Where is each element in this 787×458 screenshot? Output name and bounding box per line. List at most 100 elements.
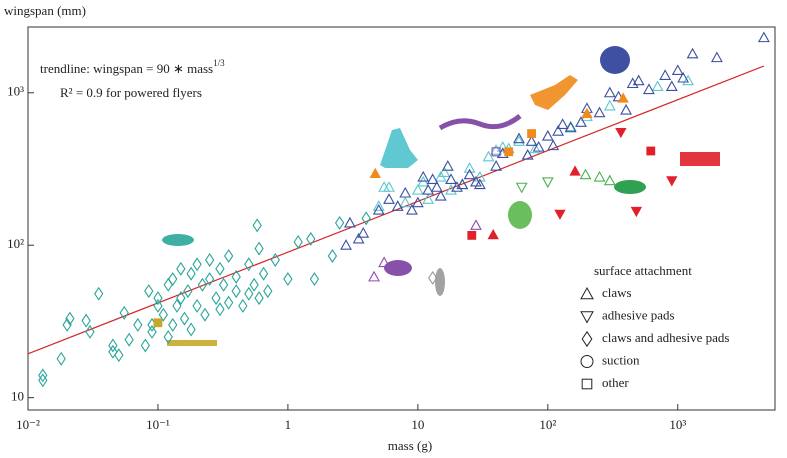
point [643, 83, 655, 95]
point [438, 166, 451, 178]
point [176, 291, 186, 306]
point [368, 270, 380, 282]
point [547, 139, 560, 151]
point [383, 193, 395, 204]
point [593, 170, 606, 182]
point [192, 257, 202, 272]
point [434, 189, 447, 201]
legend-marker [580, 286, 594, 300]
point [205, 272, 215, 287]
point [186, 266, 196, 281]
point [554, 209, 566, 220]
legend-label: claws [602, 285, 632, 300]
point [521, 148, 534, 160]
point [463, 162, 476, 173]
legend-title: surface attachment [594, 263, 692, 278]
point [426, 173, 439, 185]
point [603, 174, 616, 186]
point [666, 176, 678, 187]
point [215, 302, 225, 317]
point [254, 291, 264, 306]
point [391, 200, 404, 211]
point [192, 298, 202, 313]
point [205, 252, 215, 267]
point [603, 99, 616, 111]
point [525, 135, 538, 146]
point [140, 338, 151, 353]
x-tick-label: 1 [285, 417, 292, 432]
trendline-exponent: 1/3 [213, 58, 225, 68]
point [496, 140, 509, 152]
point [249, 277, 259, 292]
point [263, 284, 273, 299]
legend-marker [581, 330, 593, 348]
plot-frame [27, 26, 776, 411]
point [411, 196, 424, 208]
point [81, 313, 91, 328]
point [399, 186, 412, 198]
point [532, 140, 545, 152]
point [85, 324, 95, 339]
point [293, 234, 303, 249]
point [451, 181, 463, 192]
point [62, 317, 72, 332]
point [231, 269, 241, 284]
point [569, 165, 581, 176]
point [200, 307, 210, 322]
x-axis-label: mass (g) [388, 438, 432, 453]
r2-label: R² = 0.9 for powered flyers [60, 85, 202, 100]
point [686, 47, 699, 59]
point [361, 211, 371, 226]
point [238, 298, 248, 313]
point [677, 71, 690, 83]
point [144, 284, 154, 299]
point [244, 257, 254, 272]
point [94, 286, 104, 301]
point [428, 270, 438, 285]
y-tick-label: 10³ [7, 84, 24, 99]
point [270, 252, 280, 267]
point [581, 107, 593, 118]
point [327, 248, 338, 263]
point [163, 330, 173, 344]
legend-label: suction [602, 352, 640, 367]
point [556, 118, 569, 129]
point [422, 183, 435, 195]
point [163, 277, 173, 292]
point [378, 256, 391, 268]
point [343, 216, 356, 228]
point [211, 291, 221, 306]
x-tick-label: 10² [539, 417, 556, 432]
legend-marker [581, 378, 593, 390]
point [114, 348, 124, 363]
point [491, 147, 501, 157]
point [168, 317, 178, 332]
point [671, 64, 684, 76]
point [422, 193, 435, 204]
point [158, 307, 168, 322]
point [38, 368, 48, 383]
point [513, 132, 525, 144]
x-tick-label: 10 [411, 417, 424, 432]
point [710, 51, 723, 63]
point [445, 173, 457, 185]
point [172, 298, 182, 313]
legend-label: adhesive pads [602, 307, 675, 322]
point [197, 277, 208, 292]
point [490, 160, 503, 171]
point [615, 127, 627, 139]
point [218, 277, 229, 292]
point [417, 170, 430, 182]
point [665, 80, 678, 92]
point [632, 74, 645, 86]
point [441, 160, 454, 171]
point [38, 373, 48, 388]
point [593, 106, 606, 118]
point [564, 121, 577, 133]
x-tick-label: 10⁻¹ [146, 417, 170, 432]
point [757, 31, 770, 43]
y-tick-label: 10 [11, 389, 24, 404]
legend-label: other [602, 375, 629, 390]
